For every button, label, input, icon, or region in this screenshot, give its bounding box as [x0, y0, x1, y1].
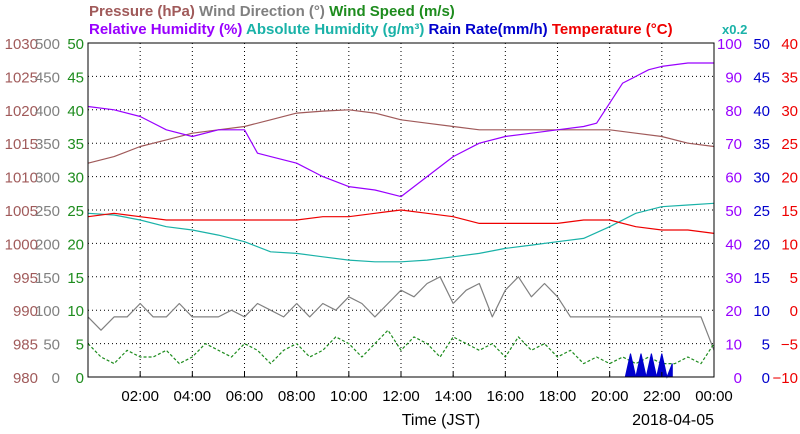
- x-tick-label: 08:00: [278, 388, 316, 405]
- x-tick-label: 12:00: [382, 388, 420, 405]
- right-axis-label: 30: [781, 103, 798, 120]
- right-axis-label: 15: [753, 270, 770, 287]
- series-absolute-humidity-g-m: [87, 202, 715, 263]
- left-axis-label: 0: [52, 370, 60, 387]
- left-axis-label: 45: [67, 69, 84, 86]
- right-axis-label: 30: [753, 170, 770, 187]
- legend-row: Relative Humidity (%) Absolute Humidity …: [89, 21, 673, 38]
- x-tick-label: 18:00: [539, 388, 577, 405]
- x-tick-label: 22:00: [643, 388, 681, 405]
- left-axis-label: 1025: [5, 69, 38, 86]
- x-tick-label: 10:00: [330, 388, 368, 405]
- left-axis-label: 400: [35, 103, 60, 120]
- x-tick-label: 16:00: [487, 388, 525, 405]
- right-axis-label: −10: [773, 370, 798, 387]
- right-axis-label: 40: [725, 236, 742, 253]
- chart-date: 2018-04-05: [632, 412, 714, 429]
- right-axis-label: 5: [762, 337, 770, 354]
- right-axis-label: 35: [753, 136, 770, 153]
- left-axis-label: 0: [76, 370, 84, 387]
- left-axis-label: 100: [35, 303, 60, 320]
- x-tick-label: 04:00: [174, 388, 212, 405]
- left-axis-label: 150: [35, 270, 60, 287]
- x-tick-label: 14:00: [434, 388, 472, 405]
- legend-entry: Wind Speed (m/s): [325, 3, 455, 20]
- right-axis-label: 15: [781, 203, 798, 220]
- right-axis-label: 10: [753, 303, 770, 320]
- legend-entry: Pressure (hPa): [89, 3, 195, 20]
- right-axis-label: 90: [725, 69, 742, 86]
- right-axis-label: 25: [753, 203, 770, 220]
- legend-entry: Absolute Humidity (g/m³): [242, 21, 424, 38]
- right-axis-label: 20: [781, 170, 798, 187]
- absolute-humidity-multiplier: x0.2: [722, 22, 747, 37]
- series-wind-speed-m-s: [87, 329, 715, 365]
- left-axis-label: 35: [67, 136, 84, 153]
- right-axis-label: 100: [717, 36, 742, 53]
- right-axis-label: 20: [753, 236, 770, 253]
- series-wind-direction: [87, 276, 715, 351]
- x-axis-title: Time (JST): [402, 412, 481, 429]
- series-rain-rate: [624, 353, 673, 379]
- right-axis-label: 40: [753, 103, 770, 120]
- left-axis-label: 10: [67, 303, 84, 320]
- legend-row: Pressure (hPa) Wind Direction (°) Wind S…: [89, 3, 455, 20]
- right-axis-label: 60: [725, 170, 742, 187]
- left-axis-label: 985: [13, 337, 38, 354]
- x-tick-label: 06:00: [226, 388, 264, 405]
- left-axis-label: 1030: [5, 36, 38, 53]
- right-axis-label: 30: [725, 270, 742, 287]
- x-tick-label: 00:00: [695, 388, 733, 405]
- left-axis-label: 5: [76, 337, 84, 354]
- left-axis-label: 1005: [5, 203, 38, 220]
- right-axis-label: 80: [725, 103, 742, 120]
- left-axis-label: 300: [35, 170, 60, 187]
- left-axis-label: 200: [35, 236, 60, 253]
- left-axis-label: 500: [35, 36, 60, 53]
- right-axis-label: 35: [781, 69, 798, 86]
- left-axis-label: 1015: [5, 136, 38, 153]
- legend-entry: Wind Direction (°): [195, 3, 325, 20]
- series-relative-humidity: [87, 62, 714, 198]
- left-axis-label: 30: [67, 170, 84, 187]
- series-pressure-hpa: [87, 109, 715, 164]
- right-axis-label: −5: [781, 337, 798, 354]
- left-axis-label: 250: [35, 203, 60, 220]
- right-axis-label: 50: [725, 203, 742, 220]
- right-axis-label: 10: [781, 236, 798, 253]
- right-axis-label: 25: [781, 136, 798, 153]
- left-axis-label: 40: [67, 103, 84, 120]
- left-axis-label: 1020: [5, 103, 38, 120]
- left-axis-label: 15: [67, 270, 84, 287]
- left-axis-label: 20: [67, 236, 84, 253]
- right-axis-label: 10: [725, 337, 742, 354]
- legend-entry: Rain Rate(mm/h): [424, 21, 547, 38]
- left-axis-label: 450: [35, 69, 60, 86]
- right-axis-label: 0: [734, 370, 742, 387]
- series-temperature-c: [87, 209, 715, 234]
- legend-entry: Relative Humidity (%): [89, 21, 242, 38]
- left-axis-label: 980: [13, 370, 38, 387]
- x-tick-label: 20:00: [591, 388, 629, 405]
- x-tick-label: 02:00: [121, 388, 159, 405]
- right-axis-label: 70: [725, 136, 742, 153]
- left-axis-label: 1000: [5, 236, 38, 253]
- legend-entry: Temperature (°C): [548, 21, 673, 38]
- right-axis-label: 40: [781, 36, 798, 53]
- left-axis-label: 1010: [5, 170, 38, 187]
- left-axis-label: 995: [13, 270, 38, 287]
- left-axis-label: 50: [43, 337, 60, 354]
- right-axis-label: 0: [762, 370, 770, 387]
- right-axis-label: 20: [725, 303, 742, 320]
- left-axis-label: 50: [67, 36, 84, 53]
- left-axis-label: 990: [13, 303, 38, 320]
- right-axis-label: 45: [753, 69, 770, 86]
- right-axis-label: 50: [753, 36, 770, 53]
- right-axis-label: 5: [790, 270, 798, 287]
- right-axis-label: 0: [790, 303, 798, 320]
- left-axis-label: 25: [67, 203, 84, 220]
- left-axis-label: 350: [35, 136, 60, 153]
